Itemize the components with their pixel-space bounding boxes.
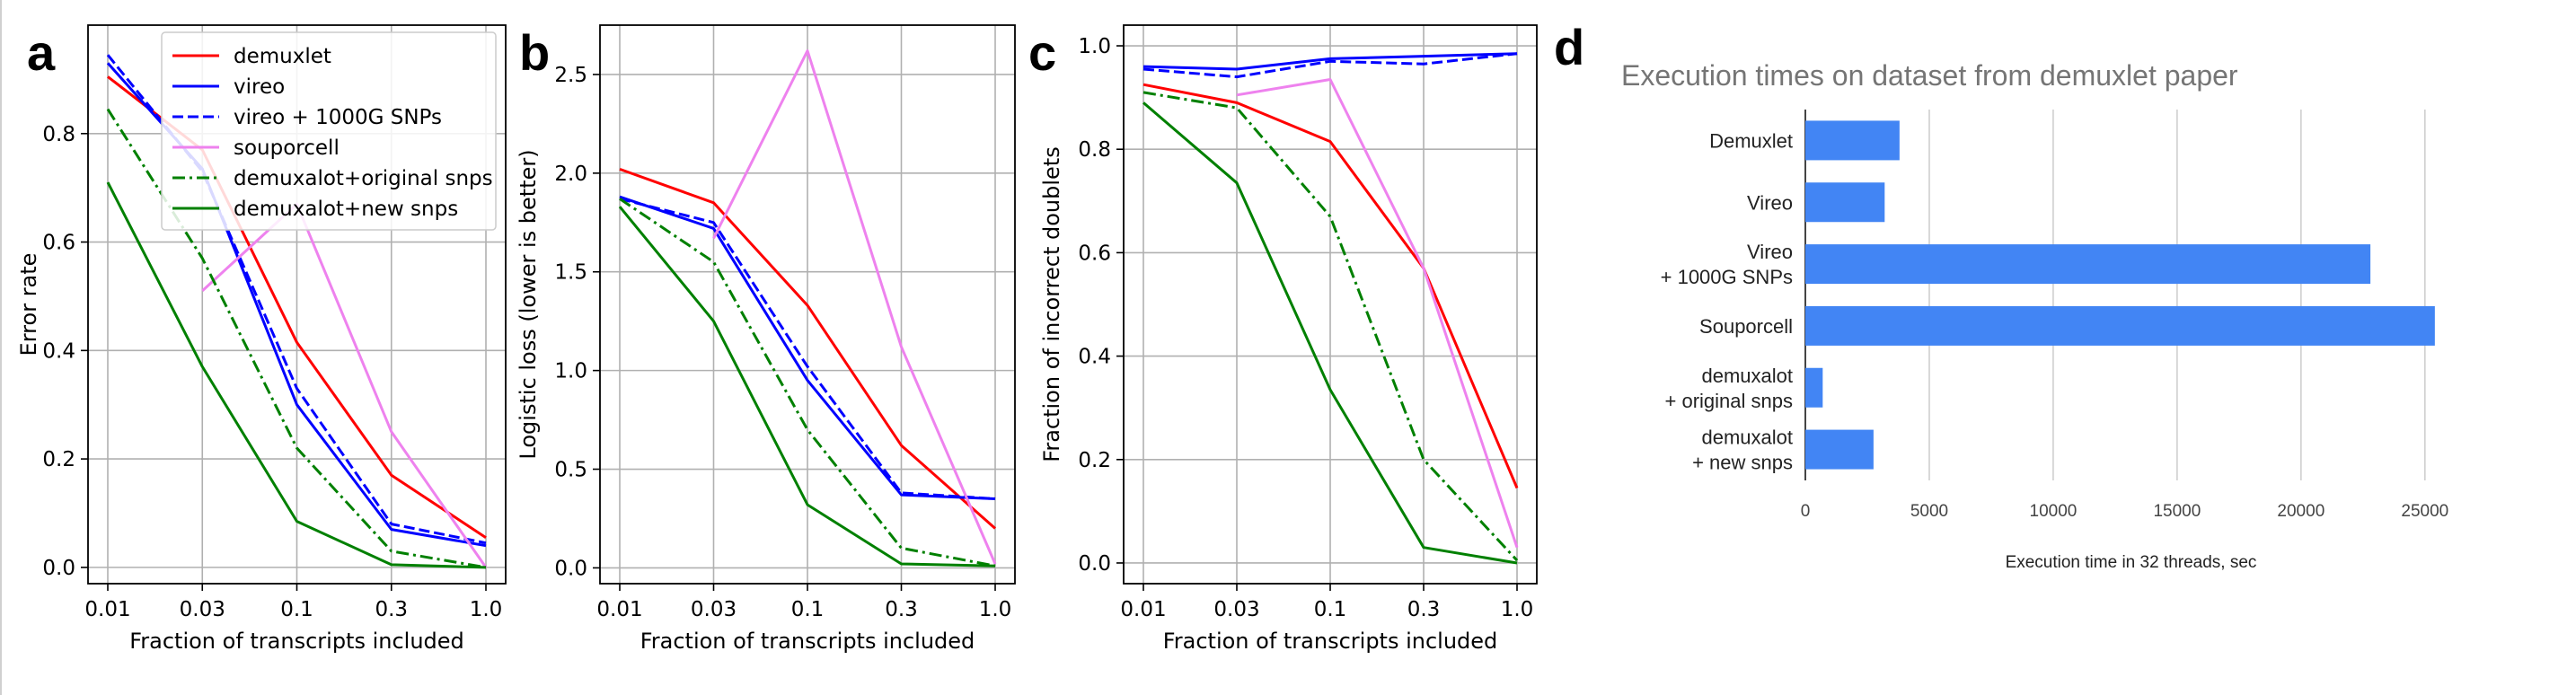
category-label: Vireo — [1747, 241, 1793, 263]
series-line-souporcell — [712, 49, 997, 565]
x-tick-label: 0.01 — [596, 598, 642, 621]
x-tick-label: 0.03 — [180, 598, 225, 621]
x-tick-label: 0.3 — [1407, 598, 1441, 621]
x-tick-label: 0.01 — [84, 598, 130, 621]
y-axis-label: Fraction of incorrect doublets — [1039, 146, 1064, 462]
y-tick-label: 0.8 — [1078, 138, 1111, 162]
bar — [1805, 120, 1900, 161]
panel-d-execution-times-chart: Execution times on dataset from demuxlet… — [1621, 59, 2448, 572]
x-tick-label: 0.3 — [885, 598, 918, 621]
x-tick-label: 1.0 — [1501, 598, 1534, 621]
plot-frame — [1123, 24, 1538, 585]
bar — [1805, 244, 2371, 285]
y-tick-label: 2.0 — [554, 163, 587, 186]
plot-frame — [87, 24, 507, 585]
x-axis-label: Fraction of transcripts included — [1163, 629, 1498, 654]
series-line-demuxalot-new-snps — [106, 181, 487, 569]
category-label: demuxalot — [1701, 365, 1793, 387]
y-tick-label: 1.0 — [1078, 35, 1111, 58]
y-tick-label: 0.4 — [42, 339, 75, 363]
x-tick-label: 0.1 — [791, 598, 825, 621]
x-tick-label: 5000 — [1910, 502, 1948, 521]
x-tick-label: 0.03 — [691, 598, 737, 621]
x-tick-label: 25000 — [2401, 502, 2448, 521]
series-line-vireo-1000g-snps — [1142, 52, 1518, 79]
category-label: + new snps — [1692, 452, 1793, 474]
series-line-souporcell — [1236, 78, 1519, 549]
bar — [1805, 367, 1823, 408]
y-tick-label: 0.2 — [1078, 449, 1111, 472]
legend-entry: vireo + 1000G SNPs — [234, 106, 442, 129]
series-line-souporcell — [201, 202, 488, 568]
category-label: + 1000G SNPs — [1661, 266, 1793, 288]
y-tick-label: 0.6 — [42, 232, 75, 255]
x-tick-label: 0 — [1801, 502, 1811, 521]
series-line-vireo — [1142, 52, 1518, 71]
y-axis-label: Logistic loss (lower is better) — [516, 149, 541, 459]
legend-entry: souporcell — [234, 136, 340, 160]
x-tick-label: 0.3 — [375, 598, 408, 621]
series-line-demuxalot-new-snps — [1142, 101, 1518, 565]
y-tick-label: 2.5 — [554, 64, 587, 87]
y-tick-label: 0.6 — [1078, 242, 1111, 265]
y-tick-label: 1.0 — [554, 360, 587, 383]
panel-letter-c: c — [1028, 24, 1056, 81]
y-tick-label: 0.0 — [554, 557, 587, 580]
x-tick-label: 10000 — [2030, 502, 2078, 521]
y-tick-label: 0.0 — [42, 557, 75, 580]
panel-a-error-rate-chart: 0.01 0.03 0.1 0.3 1.0 0.0 0.2 0.4 0.6 0.8 Fraction… — [16, 24, 507, 654]
panel-letter-a: a — [27, 24, 56, 81]
bar — [1805, 305, 2435, 346]
y-tick-label: 1.5 — [554, 261, 587, 285]
series-line-demuxalot-original-snps — [619, 198, 996, 567]
x-tick-label: 1.0 — [470, 598, 503, 621]
y-tick-label: 0.5 — [554, 459, 587, 482]
legend-entry: vireo — [234, 75, 285, 99]
x-tick-label: 0.1 — [280, 598, 313, 621]
y-tick-label: 0.2 — [42, 448, 75, 471]
x-axis-label: Fraction of transcripts included — [129, 629, 464, 654]
y-tick-label: 0.8 — [42, 123, 75, 146]
chart-title: Execution times on dataset from demuxlet… — [1621, 59, 2238, 92]
bar — [1805, 429, 1874, 470]
x-tick-label: 1.0 — [979, 598, 1012, 621]
panel-letter-b: b — [519, 24, 550, 81]
category-label: demuxalot — [1701, 427, 1793, 449]
y-axis-label: Error rate — [16, 253, 41, 356]
panel-letter-d: d — [1554, 19, 1584, 75]
legend-entry: demuxalot+original snps — [234, 167, 493, 190]
x-axis-label: Execution time in 32 threads, sec — [2006, 553, 2257, 572]
category-label: Souporcell — [1699, 315, 1793, 338]
y-tick-label: 0.4 — [1078, 346, 1111, 369]
x-axis-label: Fraction of transcripts included — [640, 629, 975, 654]
x-tick-label: 0.01 — [1120, 598, 1166, 621]
panel-c-incorrect-doublets-chart: 0.01 0.03 0.1 0.3 1.00.00.20.40.60.81.0Fract… — [1039, 24, 1538, 654]
category-label: Demuxlet — [1709, 129, 1793, 152]
x-tick-label: 0.1 — [1314, 598, 1347, 621]
legend-entry: demuxalot+new snps — [234, 198, 458, 221]
series-line-vireo — [619, 195, 996, 500]
category-label: + original snps — [1665, 390, 1793, 412]
x-tick-label: 20000 — [2277, 502, 2325, 521]
series-line-demuxlet — [1142, 83, 1519, 489]
x-tick-label: 15000 — [2153, 502, 2201, 521]
y-tick-label: 0.0 — [1078, 552, 1111, 576]
plot-frame — [599, 24, 1016, 585]
legend-box — [161, 31, 497, 231]
panel-b-logistic-loss-chart: 0.01 0.03 0.1 0.3 1.0 0.0 0.5 1.0 1.5 2.0 2.5 Fract… — [516, 24, 1016, 654]
x-tick-label: 0.03 — [1213, 598, 1259, 621]
series-line-demuxalot-new-snps — [618, 206, 996, 567]
series-line-demuxalot-original-snps — [106, 108, 487, 569]
bar — [1805, 182, 1885, 223]
series-line-vireo-1000g-snps — [619, 197, 996, 500]
category-label: Vireo — [1747, 191, 1793, 214]
legend-entry: demuxlet — [234, 45, 331, 68]
